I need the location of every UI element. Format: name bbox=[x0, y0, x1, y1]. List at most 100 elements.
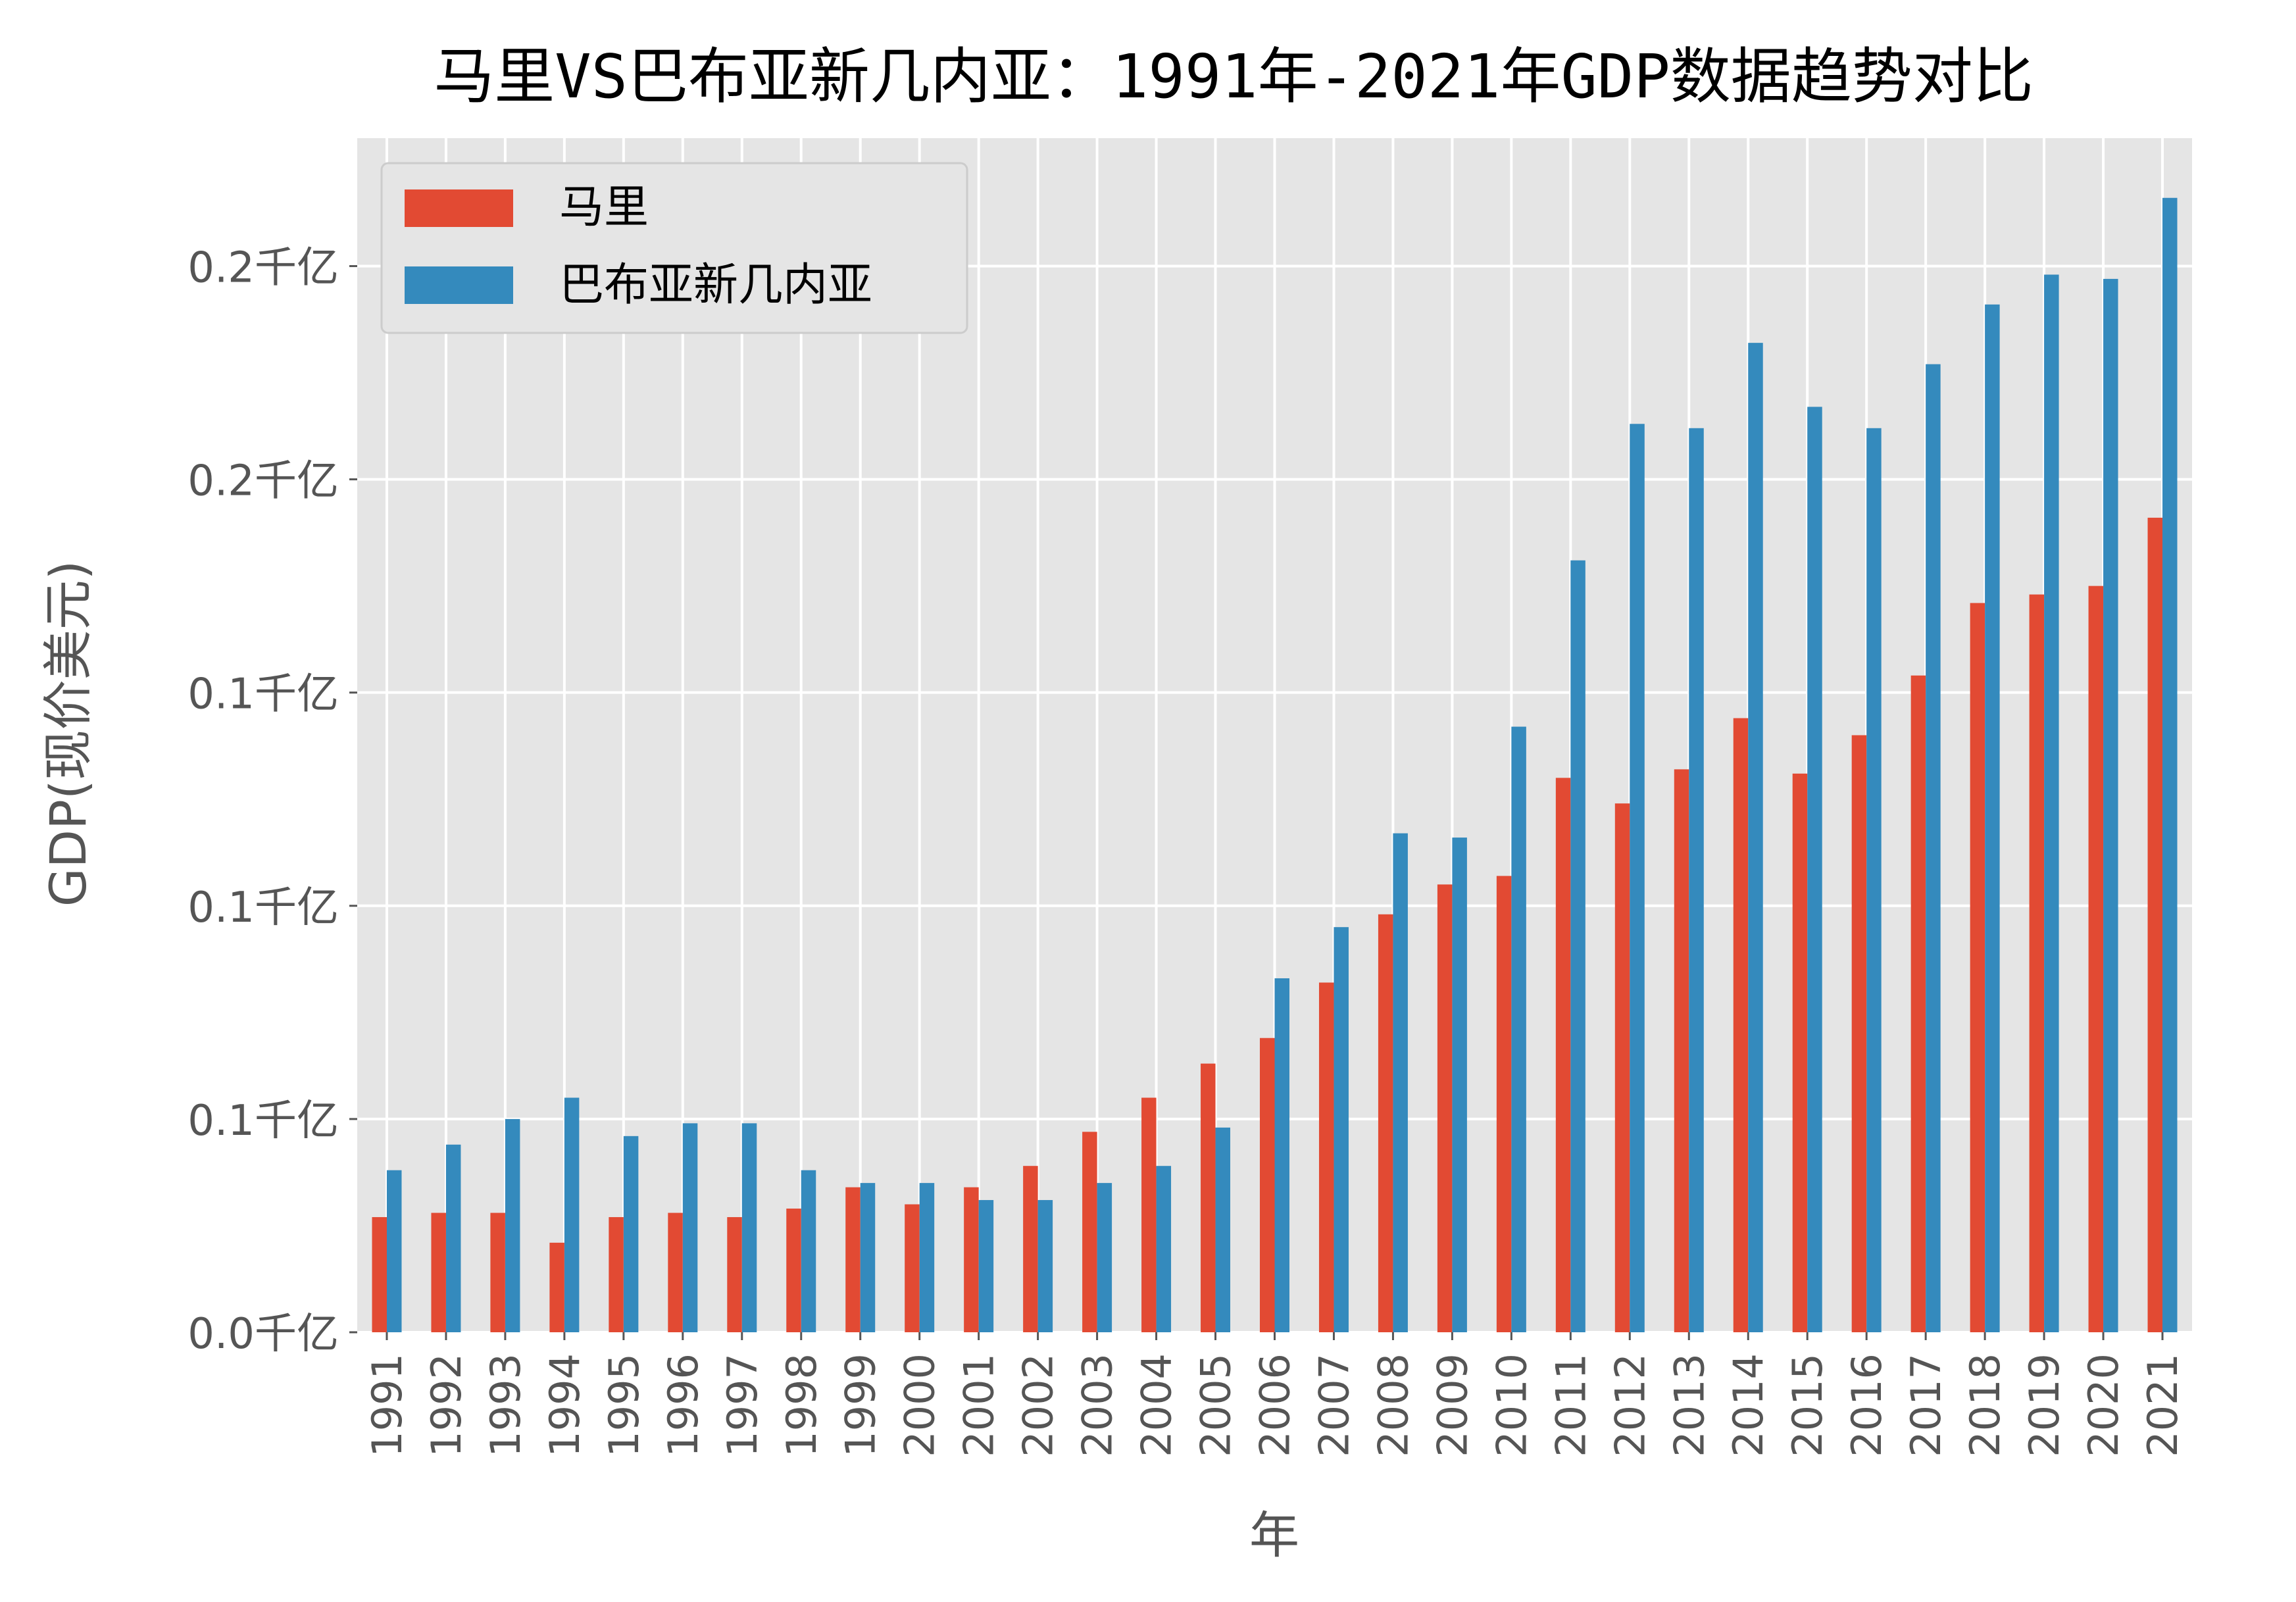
legend-label-mali: 马里 bbox=[559, 182, 649, 234]
x-tick-label: 2015 bbox=[1784, 1353, 1832, 1457]
bar-png-2010 bbox=[1511, 726, 1526, 1332]
bar-mali-2014 bbox=[1733, 718, 1749, 1332]
bar-mali-2016 bbox=[1851, 735, 1867, 1332]
x-tick-label: 1991 bbox=[363, 1353, 411, 1457]
bar-png-1997 bbox=[741, 1123, 757, 1332]
bar-png-2011 bbox=[1570, 560, 1585, 1332]
legend-frame bbox=[380, 162, 968, 334]
bar-mali-2004 bbox=[1141, 1097, 1157, 1332]
bar-mali-1999 bbox=[845, 1187, 861, 1332]
x-tick-label: 2004 bbox=[1133, 1353, 1181, 1457]
x-tick-label: 2001 bbox=[955, 1353, 1003, 1457]
y-tick-label: 0.2千亿 bbox=[187, 457, 339, 506]
bar-png-2013 bbox=[1689, 428, 1704, 1333]
x-tick-label: 2006 bbox=[1251, 1353, 1299, 1457]
bar-png-2016 bbox=[1866, 428, 1882, 1333]
x-tick-label: 2007 bbox=[1310, 1353, 1358, 1457]
bar-png-1994 bbox=[564, 1097, 580, 1332]
bar-mali-1995 bbox=[609, 1216, 624, 1332]
x-tick-label: 2012 bbox=[1606, 1353, 1654, 1457]
bar-png-2020 bbox=[2103, 278, 2118, 1333]
bar-mali-2020 bbox=[2088, 586, 2104, 1332]
bar-mali-1997 bbox=[727, 1216, 742, 1332]
bar-png-2003 bbox=[1097, 1183, 1112, 1332]
x-tick-label: 1995 bbox=[600, 1353, 648, 1457]
bar-png-1993 bbox=[505, 1118, 520, 1332]
x-tick-label: 2017 bbox=[1902, 1353, 1950, 1457]
bar-mali-2019 bbox=[2029, 594, 2045, 1332]
x-tick-label: 1997 bbox=[718, 1353, 766, 1457]
bar-png-2009 bbox=[1452, 838, 1467, 1332]
bar-png-2014 bbox=[1748, 343, 1763, 1333]
y-tick-label: 0.1千亿 bbox=[187, 884, 339, 932]
bar-png-1991 bbox=[386, 1170, 402, 1332]
bar-png-2000 bbox=[919, 1183, 935, 1332]
bar-mali-2015 bbox=[1792, 773, 1808, 1332]
bar-mali-2003 bbox=[1082, 1132, 1097, 1332]
y-tick-label: 0.1千亿 bbox=[187, 670, 339, 719]
y-axis-label: GDP(现价美元) bbox=[39, 561, 97, 907]
x-tick-label: 1992 bbox=[422, 1353, 470, 1457]
bar-mali-1998 bbox=[786, 1209, 801, 1332]
bar-png-2021 bbox=[2162, 197, 2178, 1332]
bar-mali-1992 bbox=[431, 1213, 446, 1332]
bar-mali-2018 bbox=[1970, 603, 1985, 1332]
y-tick-label: 0.0千亿 bbox=[187, 1310, 339, 1359]
bar-mali-2013 bbox=[1674, 769, 1689, 1332]
x-tick-label: 2018 bbox=[1961, 1353, 2009, 1457]
bar-png-2008 bbox=[1393, 833, 1408, 1332]
bar-mali-1993 bbox=[490, 1213, 505, 1332]
bar-png-2005 bbox=[1215, 1127, 1231, 1332]
x-tick-label: 2016 bbox=[1843, 1353, 1891, 1457]
bar-png-2012 bbox=[1630, 424, 1645, 1332]
bar-mali-2008 bbox=[1378, 914, 1393, 1332]
x-tick-label: 1998 bbox=[778, 1353, 826, 1457]
bar-png-2001 bbox=[978, 1200, 994, 1332]
bar-mali-1996 bbox=[668, 1213, 683, 1332]
x-tick-label: 1994 bbox=[541, 1353, 589, 1457]
x-tick-label: 2005 bbox=[1192, 1353, 1240, 1457]
bars bbox=[372, 197, 2178, 1333]
x-tick-label: 2020 bbox=[2080, 1353, 2128, 1457]
bar-png-1995 bbox=[623, 1136, 639, 1332]
bar-mali-2011 bbox=[1555, 778, 1571, 1332]
bar-mali-2000 bbox=[905, 1204, 920, 1332]
bar-png-2007 bbox=[1334, 927, 1349, 1332]
x-axis-label: 年 bbox=[1249, 1506, 1299, 1564]
bar-mali-2012 bbox=[1614, 803, 1630, 1332]
bar-png-2017 bbox=[1926, 364, 1941, 1332]
bar-png-2004 bbox=[1156, 1166, 1172, 1332]
chart-title: 马里VS巴布亚新几内亚：1991年-2021年GDP数据趋势对比 bbox=[434, 41, 2033, 112]
bar-mali-2009 bbox=[1437, 884, 1453, 1332]
legend: 马里 巴布亚新几内亚 bbox=[380, 162, 968, 334]
bar-png-2015 bbox=[1807, 407, 1822, 1332]
bar-png-1996 bbox=[682, 1123, 698, 1332]
bar-png-2002 bbox=[1037, 1200, 1053, 1332]
bar-mali-2021 bbox=[2147, 517, 2163, 1333]
legend-swatch-png bbox=[405, 266, 513, 304]
bar-mali-2010 bbox=[1496, 876, 1512, 1332]
bar-mali-2001 bbox=[964, 1187, 979, 1332]
bar-png-1999 bbox=[860, 1183, 876, 1332]
bar-png-2018 bbox=[1985, 304, 2000, 1332]
y-tick-label: 0.2千亿 bbox=[187, 243, 339, 292]
bar-png-2019 bbox=[2044, 274, 2059, 1332]
bar-mali-2006 bbox=[1260, 1038, 1275, 1332]
x-tick-label: 2019 bbox=[2020, 1353, 2068, 1457]
bar-png-2006 bbox=[1274, 978, 1289, 1332]
x-tick-label: 2010 bbox=[1487, 1353, 1535, 1457]
x-tick-label: 1999 bbox=[837, 1353, 885, 1457]
bar-mali-2007 bbox=[1318, 982, 1334, 1332]
x-tick-label: 2003 bbox=[1074, 1353, 1122, 1457]
x-tick-label: 2011 bbox=[1547, 1353, 1595, 1457]
legend-label-png: 巴布亚新几内亚 bbox=[559, 259, 872, 311]
bar-mali-2002 bbox=[1023, 1166, 1038, 1332]
x-tick-label: 1996 bbox=[659, 1353, 707, 1457]
bar-mali-1994 bbox=[549, 1242, 564, 1332]
x-tick-label: 2013 bbox=[1665, 1353, 1713, 1457]
bar-mali-2017 bbox=[1910, 675, 1926, 1332]
bar-png-1998 bbox=[801, 1170, 816, 1332]
